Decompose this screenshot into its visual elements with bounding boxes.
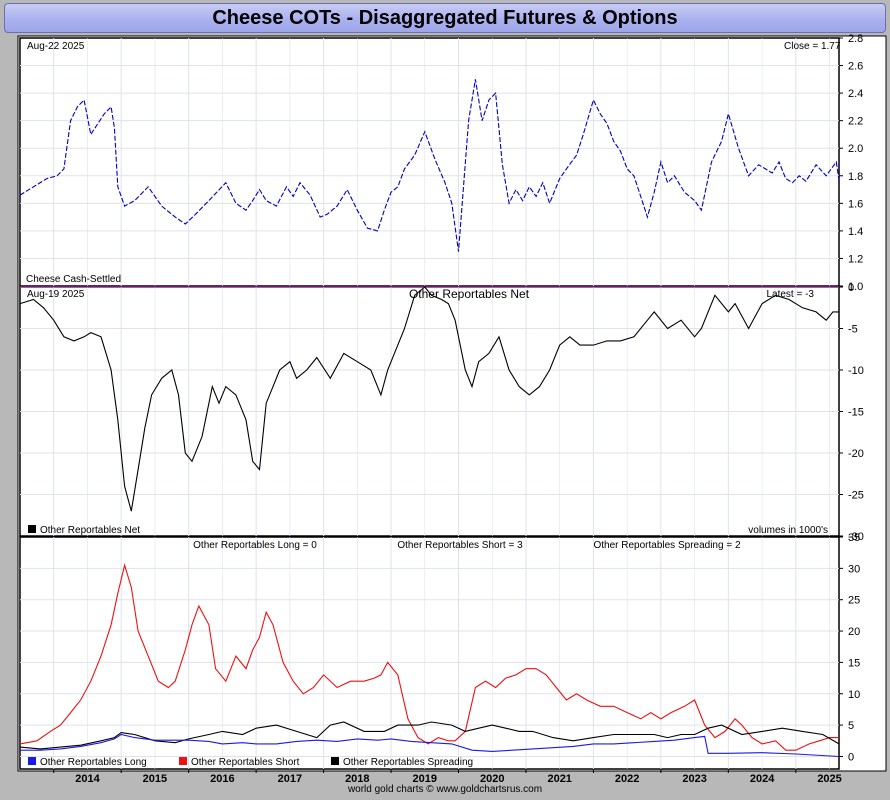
y-tick-label-components: 25 [848,595,860,607]
component-line-short [19,563,839,751]
component-legend-swatch [331,757,339,765]
component-legend-swatch [28,757,36,765]
net-latest-label: Latest = -3 [766,289,814,300]
price-date-label: Aug-22 2025 [27,41,85,52]
component-legend-swatch [179,757,187,765]
x-tick-label: 2021 [547,773,571,785]
y-tick-label-net: -30 [848,531,864,543]
y-tick-label-net: -10 [848,365,864,377]
y-tick-label-price: 1.4 [848,226,863,238]
net-legend-label: Other Reportables Net [40,525,140,536]
net-volume-note: volumes in 1000's [748,525,828,536]
y-tick-label-net: -5 [848,324,858,336]
y-tick-label-components: 10 [848,689,860,701]
y-tick-label-price: 2.6 [848,61,863,73]
component-line-spreading [19,721,840,750]
y-tick-label-components: 0 [848,751,854,763]
x-tick-label: 2020 [480,773,504,785]
net-legend-swatch [28,525,36,533]
net-line [19,286,839,512]
y-tick-label-components: 5 [848,720,854,732]
panel-components [19,536,840,770]
price-line [19,79,840,252]
component-header-2: Other Reportables Spreading = 2 [593,540,740,551]
y-tick-label-components: 20 [848,626,860,638]
x-tick-label: 2017 [278,773,302,785]
component-legend-label-0: Other Reportables Long [40,757,147,768]
x-tick-label: 2014 [75,773,100,785]
net-date-label: Aug-19 2025 [27,289,85,300]
y-tick-label-components: 15 [848,657,860,669]
y-tick-label-net: 0 [848,282,854,294]
y-tick-label-price: 1.8 [848,171,863,183]
price-legend-label: Cheese Cash-Settled [26,274,121,285]
y-tick-label-price: 1.6 [848,198,863,210]
x-tick-label: 2023 [682,773,706,785]
x-tick-label: 2018 [345,773,369,785]
y-tick-label-price: 1.0 [848,281,863,293]
footer-credit: world gold charts © www.goldchartsrus.co… [347,784,543,795]
component-header-1: Other Reportables Short = 3 [397,540,523,551]
y-tick-label-price: 2.2 [848,116,863,128]
net-title: Other Reportables Net [409,287,530,301]
y-tick-label-components: 35 [848,532,860,544]
component-line-long [20,733,840,758]
y-tick-label-net: -15 [848,407,864,419]
y-tick-label-net: -25 [848,490,864,502]
y-tick-label-price: 1.2 [848,253,863,265]
y-tick-label-components: 30 [848,563,860,575]
chart-title-bar: Cheese COTs - Disaggregated Futures & Op… [4,3,886,33]
component-legend-label-2: Other Reportables Spreading [343,757,473,768]
y-tick-label-net: -20 [848,448,864,460]
chart-title: Cheese COTs - Disaggregated Futures & Op… [212,7,678,29]
x-tick-label: 2024 [750,773,775,785]
y-tick-label-price: 2.8 [848,33,863,45]
x-tick-label: 2015 [143,773,167,785]
y-tick-label-price: 2.4 [848,88,863,100]
x-tick-label: 2022 [615,773,639,785]
x-tick-label: 2019 [413,773,437,785]
component-header-0: Other Reportables Long = 0 [193,540,317,551]
panel-price [19,37,840,287]
x-tick-label: 2016 [210,773,234,785]
y-tick-label-price: 2.0 [848,143,863,155]
x-tick-label: 2025 [817,773,841,785]
component-legend-label-1: Other Reportables Short [191,757,300,768]
price-close-label: Close = 1.77 [784,41,841,52]
